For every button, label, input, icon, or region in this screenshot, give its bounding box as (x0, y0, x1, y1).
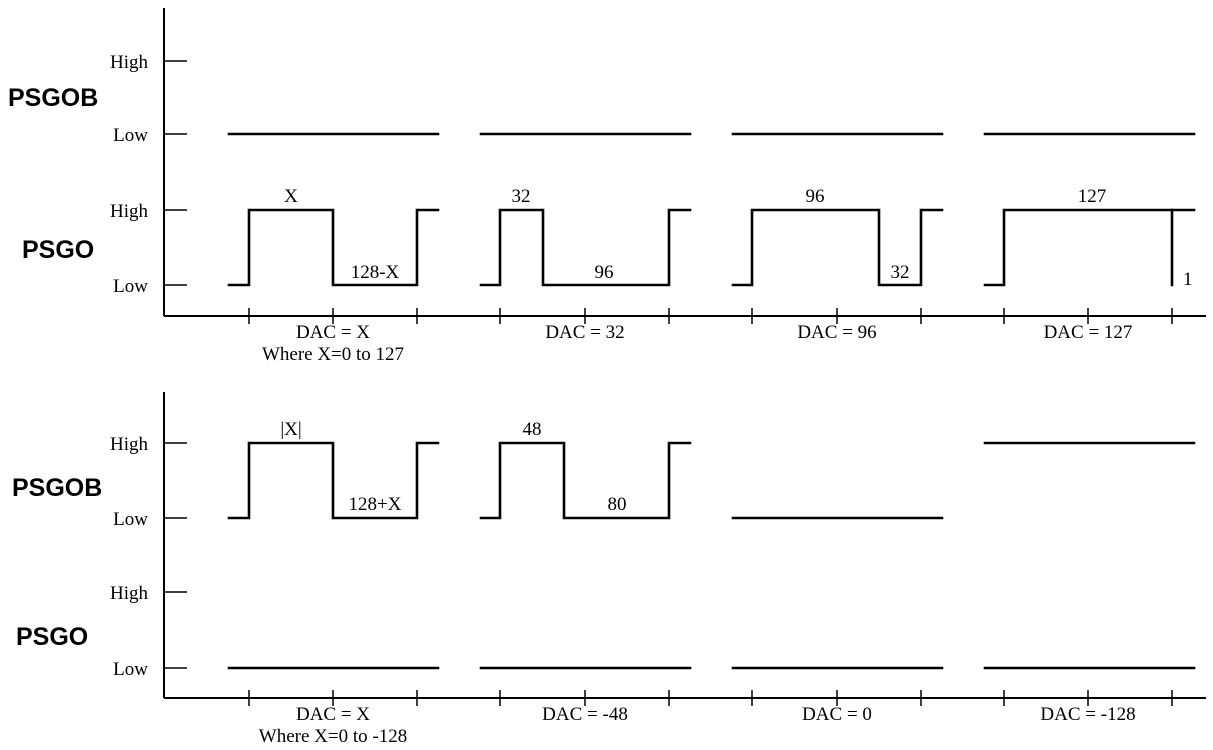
top-panel-4-low-label: 1 (1183, 269, 1193, 290)
top-psgo-wave-1 (227, 208, 440, 287)
bottom-panel-1-high-label: |X| (280, 419, 301, 440)
bottom-panel-1-low-label: 128+X (349, 494, 402, 515)
bottom-panel-4-caption: DAC = -128 (1040, 704, 1135, 725)
top-psgo-wave-3 (731, 208, 944, 287)
top-psgob-signal-name: PSGOB (8, 84, 98, 112)
bottom-panel-2-caption: DAC = -48 (542, 704, 628, 725)
bottom-x-ticks (248, 690, 1173, 706)
top-panel-2-high-label: 32 (512, 186, 531, 207)
top-psgo-low-label: Low (113, 276, 148, 297)
top-panel-2-caption: DAC = 32 (545, 322, 624, 343)
bottom-psgob-wave-1 (227, 441, 440, 520)
top-psgo-high-label: High (110, 201, 149, 222)
bottom-panel-2-low-label: 80 (608, 494, 627, 515)
top-panel-3-caption: DAC = 96 (797, 322, 876, 343)
bottom-psgob-low-label: Low (113, 509, 148, 530)
top-psgob-high-label: High (110, 52, 149, 73)
top-panel-4-high-label: 127 (1078, 186, 1107, 207)
bottom-psgo-low-label: Low (113, 659, 148, 680)
bottom-panel-1-caption: DAC = X (296, 704, 370, 725)
top-panel-1-caption: DAC = X (296, 322, 370, 343)
bottom-psgob-wave-2 (479, 441, 692, 520)
top-psgo-wave-4 (983, 208, 1196, 287)
bottom-psgob-signal-name: PSGOB (12, 474, 102, 502)
top-panel-1-high-label: X (284, 186, 298, 207)
bottom-diagram: High Low High Low PSGOB PSGO (12, 392, 1206, 747)
bottom-panel-1-caption-range: Where X=0 to -128 (259, 726, 407, 747)
top-psgo-wave-2 (479, 208, 692, 287)
bottom-psgo-signal-name: PSGO (16, 623, 88, 651)
top-diagram: High Low High Low PSGOB PSGO (8, 8, 1206, 365)
bottom-psgob-high-label: High (110, 434, 149, 455)
bottom-psgo-high-label: High (110, 583, 149, 604)
top-panel-1-low-label: 128-X (351, 262, 400, 283)
top-psgob-low-label: Low (113, 125, 148, 146)
top-panel-3-high-label: 96 (806, 186, 825, 207)
top-x-ticks (248, 308, 1173, 324)
top-panel-3-low-label: 32 (891, 262, 910, 283)
bottom-panel-2-high-label: 48 (523, 419, 542, 440)
bottom-panel-3-caption: DAC = 0 (802, 704, 872, 725)
top-panel-2-low-label: 96 (595, 262, 614, 283)
top-panel-4-caption: DAC = 127 (1044, 322, 1133, 343)
top-psgo-signal-name: PSGO (22, 236, 94, 264)
top-panel-1-caption-range: Where X=0 to 127 (262, 344, 404, 365)
